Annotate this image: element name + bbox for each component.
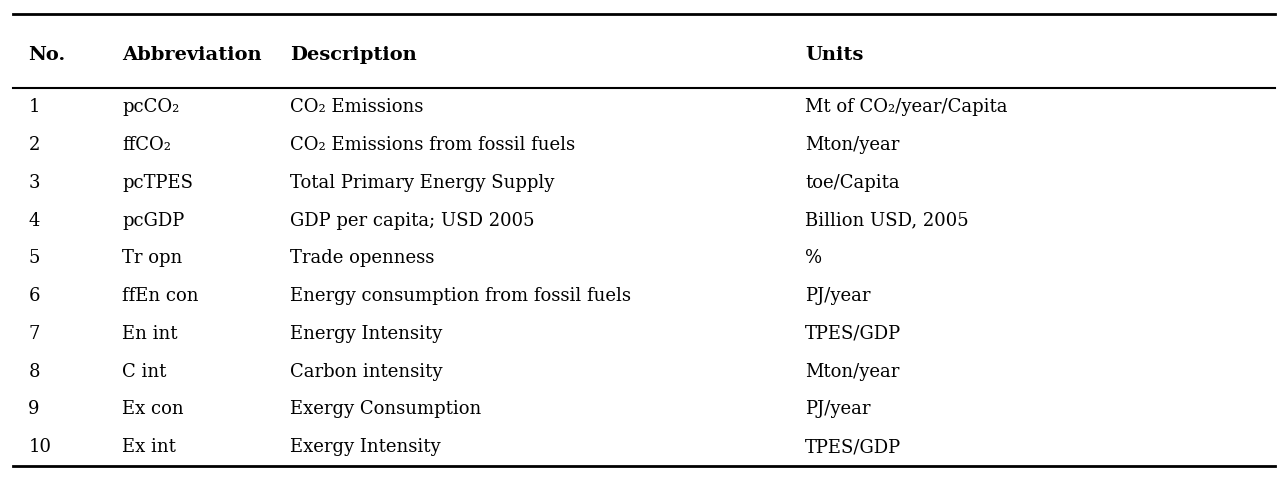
Text: En int: En int <box>122 325 178 343</box>
Text: ffCO₂: ffCO₂ <box>122 136 171 154</box>
Text: pcCO₂: pcCO₂ <box>122 98 180 116</box>
Text: Ex con: Ex con <box>122 401 184 418</box>
Text: toe/Capita: toe/Capita <box>805 174 899 192</box>
Text: Total Primary Energy Supply: Total Primary Energy Supply <box>290 174 554 192</box>
Text: pcTPES: pcTPES <box>122 174 193 192</box>
Text: 9: 9 <box>28 401 40 418</box>
Text: Carbon intensity: Carbon intensity <box>290 363 442 380</box>
Text: 1: 1 <box>28 98 40 116</box>
Text: 5: 5 <box>28 250 40 267</box>
Text: ffEn con: ffEn con <box>122 287 198 305</box>
Text: Units: Units <box>805 46 863 64</box>
Text: No.: No. <box>28 46 66 64</box>
Text: Mt of CO₂/year/Capita: Mt of CO₂/year/Capita <box>805 98 1007 116</box>
Text: 3: 3 <box>28 174 40 192</box>
Text: TPES/GDP: TPES/GDP <box>805 438 902 456</box>
Text: 10: 10 <box>28 438 52 456</box>
Text: Mton/year: Mton/year <box>805 136 899 154</box>
Text: 6: 6 <box>28 287 40 305</box>
Text: Ex int: Ex int <box>122 438 176 456</box>
Text: C int: C int <box>122 363 166 380</box>
Text: 2: 2 <box>28 136 40 154</box>
Text: TPES/GDP: TPES/GDP <box>805 325 902 343</box>
Text: %: % <box>805 250 822 267</box>
Text: 7: 7 <box>28 325 40 343</box>
Text: GDP per capita; USD 2005: GDP per capita; USD 2005 <box>290 212 535 229</box>
Text: Mton/year: Mton/year <box>805 363 899 380</box>
Text: Energy Intensity: Energy Intensity <box>290 325 442 343</box>
Text: Billion USD, 2005: Billion USD, 2005 <box>805 212 969 229</box>
Text: Exergy Intensity: Exergy Intensity <box>290 438 440 456</box>
Text: pcGDP: pcGDP <box>122 212 184 229</box>
Text: 8: 8 <box>28 363 40 380</box>
Text: Trade openness: Trade openness <box>290 250 434 267</box>
Text: Abbreviation: Abbreviation <box>122 46 261 64</box>
Text: Tr opn: Tr opn <box>122 250 183 267</box>
Text: Exergy Consumption: Exergy Consumption <box>290 401 480 418</box>
Text: PJ/year: PJ/year <box>805 401 871 418</box>
Text: CO₂ Emissions from fossil fuels: CO₂ Emissions from fossil fuels <box>290 136 574 154</box>
Text: CO₂ Emissions: CO₂ Emissions <box>290 98 424 116</box>
Text: PJ/year: PJ/year <box>805 287 871 305</box>
Text: 4: 4 <box>28 212 40 229</box>
Text: Energy consumption from fossil fuels: Energy consumption from fossil fuels <box>290 287 631 305</box>
Text: Description: Description <box>290 46 416 64</box>
